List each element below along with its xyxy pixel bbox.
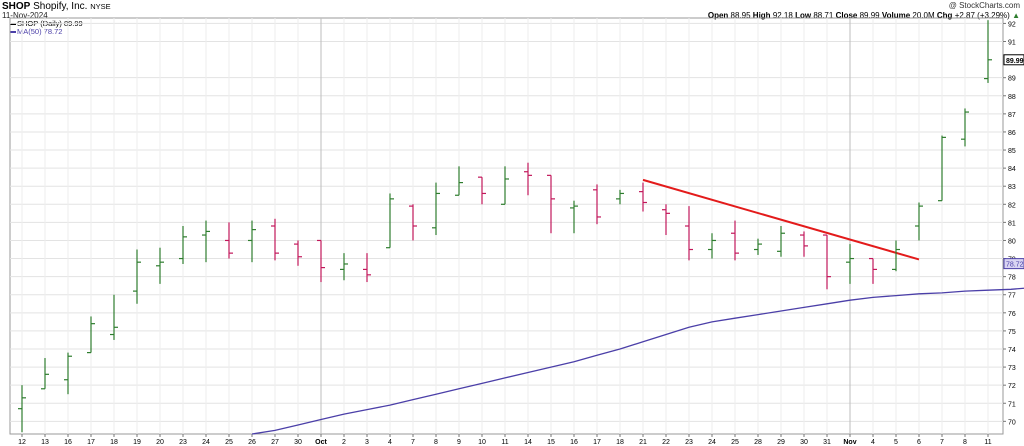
x-tick-label: 8 (963, 439, 967, 446)
y-tick-label: 70 (1008, 419, 1016, 426)
y-tick-label: 73 (1008, 365, 1016, 372)
x-tick-label: 3 (365, 439, 369, 446)
y-tick-label: 81 (1008, 220, 1016, 227)
chg-up-arrow-icon: ▲ (1012, 11, 1020, 20)
x-tick-label: 17 (87, 439, 95, 446)
watermark: @ StockCharts.com (948, 1, 1020, 10)
low-label: Low (795, 11, 812, 20)
x-tick-label: 23 (685, 439, 693, 446)
x-tick-label: 16 (64, 439, 72, 446)
x-tick-label: 18 (110, 439, 118, 446)
x-tick-label: 31 (823, 439, 831, 446)
x-tick-label: 22 (662, 439, 670, 446)
y-tick-label: 78 (1008, 275, 1016, 282)
last-price-label: 89.99 (1006, 58, 1024, 65)
x-tick-label: 26 (248, 439, 256, 446)
y-tick-label: 91 (1008, 40, 1016, 47)
x-tick-label: 4 (388, 439, 392, 446)
x-tick-label: 17 (593, 439, 601, 446)
y-tick-label: 92 (1008, 21, 1016, 28)
x-tick-label: Oct (315, 439, 327, 446)
x-tick-label: 25 (731, 439, 739, 446)
ohlc-summary: Open 88.95 High 92.18 Low 88.71 Close 89… (708, 11, 1020, 20)
x-tick-label: 25 (225, 439, 233, 446)
y-tick-label: 83 (1008, 184, 1016, 191)
x-tick-label: 11 (501, 439, 508, 446)
high-value: 92.18 (772, 11, 793, 20)
x-tick-label: 7 (940, 439, 944, 446)
x-tick-label: 14 (524, 439, 532, 446)
x-tick-label: 18 (616, 439, 624, 446)
y-tick-label: 77 (1008, 293, 1016, 300)
volume-label: Volume (881, 11, 911, 20)
chart-date: 11-Nov-2024 (2, 11, 48, 20)
y-tick-label: 88 (1008, 94, 1016, 101)
x-tick-label: 30 (294, 439, 302, 446)
y-tick-label: 74 (1008, 347, 1016, 354)
x-tick-label: 27 (271, 439, 279, 446)
y-tick-label: 84 (1008, 166, 1016, 173)
company-name: Shopify, Inc. (33, 1, 88, 12)
x-tick-label: 6 (917, 439, 921, 446)
y-tick-label: 75 (1008, 329, 1016, 336)
legend-ma-label: MA(50) 78.72 (17, 27, 63, 36)
x-tick-label: 10 (478, 439, 486, 446)
x-tick-label: 13 (41, 439, 49, 446)
ma50-line (251, 287, 1024, 435)
x-tick-label: 15 (547, 439, 555, 446)
x-tick-label: 16 (570, 439, 578, 446)
x-tick-label: 30 (800, 439, 808, 446)
legend-ma-swatch (10, 31, 16, 34)
last-price-box (1003, 54, 1024, 66)
x-tick-label: 9 (457, 439, 461, 446)
x-tick-label: 19 (133, 439, 141, 446)
y-tick-label: 85 (1008, 148, 1016, 155)
x-tick-label: 2 (342, 439, 346, 446)
legend-ma: MA(50) 78.72 (10, 27, 62, 36)
legend-price-swatch (10, 23, 16, 26)
x-tick-label: 20 (156, 439, 164, 446)
x-tick-label: 29 (777, 439, 785, 446)
y-tick-label: 87 (1008, 112, 1016, 119)
y-tick-label: 89 (1008, 76, 1016, 83)
chart-title: SHOP Shopify, Inc. NYSE (2, 1, 111, 12)
open-label: Open (707, 11, 729, 20)
y-tick-label: 76 (1008, 311, 1016, 318)
high-label: High (752, 11, 771, 20)
symbol: SHOP (2, 1, 31, 12)
x-tick-label: 24 (202, 439, 210, 446)
x-tick-label: 21 (639, 439, 647, 446)
y-tick-label: 72 (1008, 383, 1016, 390)
x-tick-label: 4 (871, 439, 875, 446)
x-tick-label: 8 (434, 439, 438, 446)
y-tick-label: 86 (1008, 130, 1016, 137)
x-tick-label: Nov (843, 439, 856, 446)
y-tick-label: 82 (1008, 202, 1016, 209)
y-tick-label: 80 (1008, 238, 1016, 245)
exchange: NYSE (90, 2, 111, 11)
ma-price-box (1003, 258, 1024, 270)
chg-value: +2.87 (+3.29%) (954, 11, 1010, 20)
x-tick-label: 28 (754, 439, 762, 446)
x-tick-label: 24 (708, 439, 716, 446)
chg-label: Chg (936, 11, 953, 20)
x-tick-label: 11 (984, 439, 991, 446)
close-label: Close (835, 11, 858, 20)
ma-price-label: 78.72 (1006, 262, 1024, 269)
x-tick-label: 5 (894, 439, 898, 446)
x-tick-label: 23 (179, 439, 187, 446)
y-tick-label: 71 (1008, 401, 1016, 408)
volume-value: 20.0M (912, 11, 935, 20)
plot-frame (9, 17, 1004, 435)
x-tick-label: 7 (411, 439, 415, 446)
close-value: 89.99 (859, 11, 880, 20)
x-tick-label: 12 (18, 439, 26, 446)
low-value: 88.71 (813, 11, 834, 20)
open-value: 88.95 (730, 11, 751, 20)
trendline (642, 178, 920, 261)
